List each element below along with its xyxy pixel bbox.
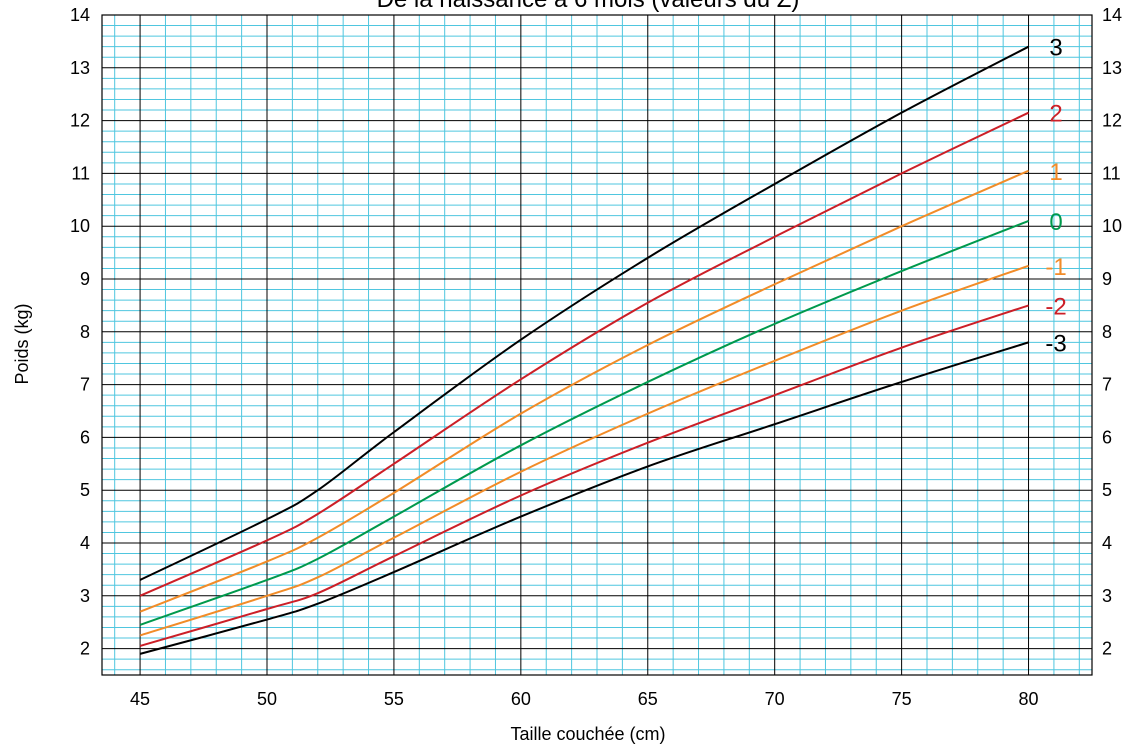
- y-tick-label-right: 7: [1102, 375, 1112, 395]
- y-tick-label-right: 11: [1102, 163, 1121, 183]
- series-line-z3: [139, 45, 1030, 581]
- x-tick-label: 80: [1019, 689, 1039, 709]
- y-axis-label: Poids (kg): [12, 303, 32, 384]
- y-tick-label-right: 8: [1102, 322, 1112, 342]
- y-tick-label-left: 5: [80, 480, 90, 500]
- plot-frame: [101, 14, 1093, 676]
- minor-grid: [102, 15, 1092, 675]
- chart-title: De la naissance à 6 mois (valeurs du Z): [377, 0, 800, 13]
- y-tick-label-right: 10: [1102, 216, 1122, 236]
- series-line-z0: [139, 219, 1029, 626]
- y-tick-label-left: 11: [71, 163, 90, 183]
- series-label-z-2: -2: [1045, 293, 1066, 320]
- y-tick-label-left: 12: [70, 111, 90, 131]
- y-tick-label-right: 4: [1102, 533, 1112, 553]
- y-tick-label-right: 12: [1102, 111, 1122, 131]
- x-axis-label: Taille couchée (cm): [510, 724, 665, 744]
- x-tick-label: 75: [892, 689, 912, 709]
- y-tick-label-left: 10: [70, 216, 90, 236]
- x-tick-label: 45: [130, 689, 150, 709]
- y-tick-label-left: 13: [70, 58, 90, 78]
- y-tick-label-left: 2: [80, 639, 90, 659]
- y-tick-label-left: 6: [80, 427, 90, 447]
- series-label-z2: 2: [1049, 101, 1062, 128]
- series-label-z-1: -1: [1045, 254, 1066, 281]
- y-tick-label-right: 2: [1102, 639, 1112, 659]
- series-lines: [139, 45, 1030, 655]
- series-label-z1: 1: [1049, 159, 1062, 186]
- y-tick-label-left: 3: [80, 586, 90, 606]
- series-line-z-3: [139, 341, 1029, 655]
- y-tick-label-left: 8: [80, 322, 90, 342]
- y-tick-label-left: 9: [80, 269, 90, 289]
- series-line-z1: [139, 169, 1029, 613]
- series-line-z-2: [139, 304, 1029, 647]
- x-tick-labels: 45 50 55 60 65 70 75 80: [130, 689, 1038, 709]
- y-tick-label-right: 6: [1102, 427, 1112, 447]
- y-tick-label-left: 4: [80, 533, 90, 553]
- x-tick-label: 60: [511, 689, 531, 709]
- series-line-z2: [139, 111, 1029, 597]
- y-tick-labels-left: 2 3 4 5 6 7 8 9 10 11 12 13 14: [70, 5, 90, 659]
- series-labels: 3 2 1 0 -1 -2 -3: [1045, 35, 1066, 358]
- y-tick-label-left: 7: [80, 375, 90, 395]
- series-label-z3: 3: [1049, 35, 1062, 62]
- series-label-z0: 0: [1049, 209, 1062, 236]
- x-tick-label: 50: [257, 689, 277, 709]
- x-tick-label: 55: [384, 689, 404, 709]
- x-tick-label: 70: [765, 689, 785, 709]
- series-label-z-3: -3: [1045, 330, 1066, 357]
- y-tick-label-right: 14: [1102, 5, 1122, 25]
- x-tick-label: 65: [638, 689, 658, 709]
- y-tick-labels-right: 2 3 4 5 6 7 8 9 10 11 12 13 14: [1102, 5, 1122, 659]
- y-tick-label-right: 9: [1102, 269, 1112, 289]
- y-tick-label-right: 13: [1102, 58, 1122, 78]
- y-tick-label-right: 3: [1102, 586, 1112, 606]
- y-tick-label-right: 5: [1102, 480, 1112, 500]
- y-tick-label-left: 14: [70, 5, 90, 25]
- series-line-z-1: [139, 264, 1029, 637]
